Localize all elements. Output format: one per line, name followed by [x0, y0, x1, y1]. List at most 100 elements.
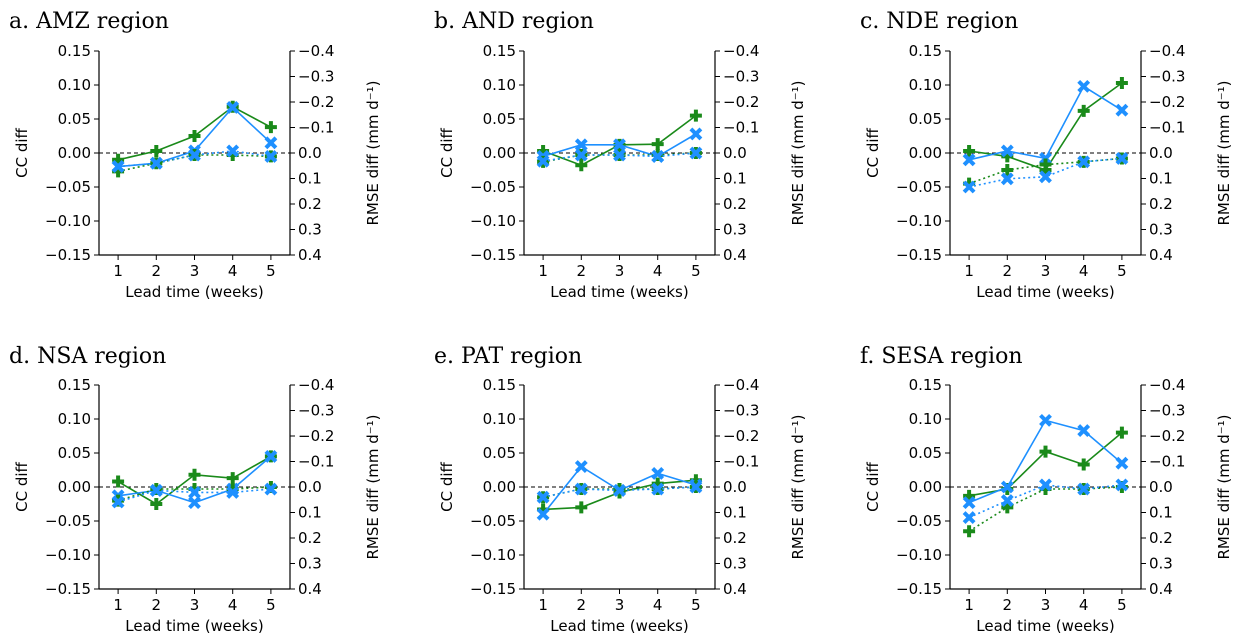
- data-point: [613, 483, 626, 497]
- y2-tick-label: 0.1: [298, 504, 322, 522]
- y-tick-label: 0.00: [483, 144, 516, 162]
- y2-tick-label: 0.4: [1149, 580, 1173, 598]
- x-tick-label: 5: [691, 596, 701, 614]
- x-axis-label: Lead time (weeks): [125, 283, 263, 301]
- data-point: [150, 144, 163, 157]
- y2-tick-label: −0.2: [298, 427, 334, 445]
- x-tick-label: 5: [1117, 262, 1127, 280]
- panel-4: d. NSA region0.150.100.050.00−0.05−0.10−…: [9, 344, 382, 635]
- data-point: [1039, 413, 1052, 427]
- data-point: [962, 496, 976, 510]
- x-axis-label: Lead time (weeks): [550, 283, 688, 301]
- data-point: [689, 127, 703, 141]
- data-point: [264, 121, 277, 134]
- panel-3: c. NDE region0.150.100.050.00−0.05−0.10−…: [860, 9, 1233, 301]
- data-point: [1115, 152, 1129, 165]
- data-point: [1077, 79, 1091, 93]
- x-tick-label: 4: [228, 596, 238, 614]
- data-point: [574, 460, 588, 474]
- data-point: [1039, 152, 1052, 165]
- y-tick-label: 0.00: [58, 144, 91, 162]
- y2-axis-label: RMSE diff (mm d⁻¹): [1215, 414, 1233, 559]
- data-point: [226, 486, 240, 499]
- y-tick-label: 0.15: [909, 42, 942, 60]
- y2-tick-label: −0.3: [1149, 402, 1185, 420]
- panel-5: e. PAT region0.150.100.050.00−0.05−0.10−…: [434, 344, 807, 635]
- data-point: [1115, 478, 1129, 492]
- series-line: [117, 154, 271, 173]
- y-tick-label: 0.10: [909, 410, 942, 428]
- y2-tick-label: 0.0: [723, 144, 747, 162]
- data-point: [574, 138, 588, 152]
- data-point: [226, 101, 240, 114]
- y2-tick-label: −0.1: [1149, 453, 1185, 471]
- y2-tick-label: 0.2: [1149, 195, 1173, 213]
- panel-6: f. SESA region0.150.100.050.00−0.05−0.10…: [860, 344, 1233, 635]
- y2-tick-label: 0.4: [1149, 246, 1173, 264]
- y-tick-label: 0.15: [58, 42, 91, 60]
- x-tick-label: 1: [964, 596, 974, 614]
- y-tick-label: 0.05: [58, 444, 91, 462]
- series-line: [968, 157, 1122, 188]
- data-point: [1115, 103, 1129, 117]
- y2-axis-label: RMSE diff (mm d⁻¹): [364, 80, 382, 225]
- data-point: [651, 466, 665, 480]
- y2-tick-label: −0.2: [298, 93, 334, 111]
- x-tick-label: 3: [190, 262, 200, 280]
- series-line: [117, 488, 271, 503]
- y-tick-label: −0.05: [470, 512, 516, 530]
- y-tick-label: 0.15: [483, 42, 516, 60]
- y-tick-label: 0.15: [58, 376, 91, 394]
- y2-tick-label: 0.3: [723, 221, 747, 239]
- x-tick-label: 2: [152, 262, 162, 280]
- y2-tick-label: −0.1: [1149, 119, 1185, 137]
- y2-tick-label: −0.1: [723, 453, 759, 471]
- y2-tick-label: 0.1: [298, 170, 322, 188]
- data-point: [536, 154, 550, 168]
- y-tick-label: −0.10: [896, 212, 942, 230]
- y2-tick-label: 0.0: [298, 144, 322, 162]
- y-tick-label: 0.05: [483, 110, 516, 128]
- data-point: [963, 525, 976, 538]
- data-point: [188, 148, 201, 162]
- data-point: [1077, 155, 1091, 169]
- data-point: [689, 146, 703, 160]
- y-axis-label: CC diff: [864, 127, 882, 177]
- y2-tick-label: −0.3: [298, 68, 334, 86]
- data-point: [226, 144, 240, 158]
- y-tick-label: 0.05: [483, 444, 516, 462]
- x-tick-label: 5: [266, 596, 276, 614]
- x-tick-label: 2: [152, 596, 162, 614]
- data-point: [1039, 478, 1052, 492]
- data-point: [613, 138, 626, 152]
- y-tick-label: −0.15: [45, 246, 91, 264]
- data-point: [689, 480, 703, 494]
- data-point: [188, 496, 201, 510]
- data-point: [226, 472, 239, 485]
- y-tick-label: 0.10: [909, 76, 942, 94]
- x-tick-label: 5: [266, 262, 276, 280]
- y-tick-label: −0.05: [896, 178, 942, 196]
- series-line: [542, 486, 696, 498]
- x-axis-label: Lead time (weeks): [550, 617, 688, 635]
- x-tick-label: 2: [577, 596, 587, 614]
- panel-1: a. AMZ region0.150.100.050.00−0.05−0.10−…: [9, 9, 382, 301]
- data-point: [111, 495, 125, 509]
- y2-tick-label: 0.4: [298, 246, 322, 264]
- y-tick-label: −0.05: [45, 178, 91, 196]
- y2-tick-label: −0.3: [723, 68, 759, 86]
- data-point: [1039, 158, 1052, 171]
- y-tick-label: −0.15: [896, 246, 942, 264]
- y-axis-label: CC diff: [438, 127, 456, 177]
- y2-tick-label: −0.1: [298, 119, 334, 137]
- y2-tick-label: 0.2: [298, 529, 322, 547]
- data-point: [651, 482, 665, 496]
- data-point: [1077, 424, 1091, 437]
- x-tick-label: 4: [1079, 262, 1089, 280]
- y2-tick-label: 0.3: [1149, 221, 1173, 239]
- data-point: [536, 490, 550, 504]
- data-point: [651, 149, 665, 163]
- y-tick-label: −0.15: [45, 580, 91, 598]
- y-tick-label: 0.05: [909, 444, 942, 462]
- y-tick-label: 0.00: [483, 478, 516, 496]
